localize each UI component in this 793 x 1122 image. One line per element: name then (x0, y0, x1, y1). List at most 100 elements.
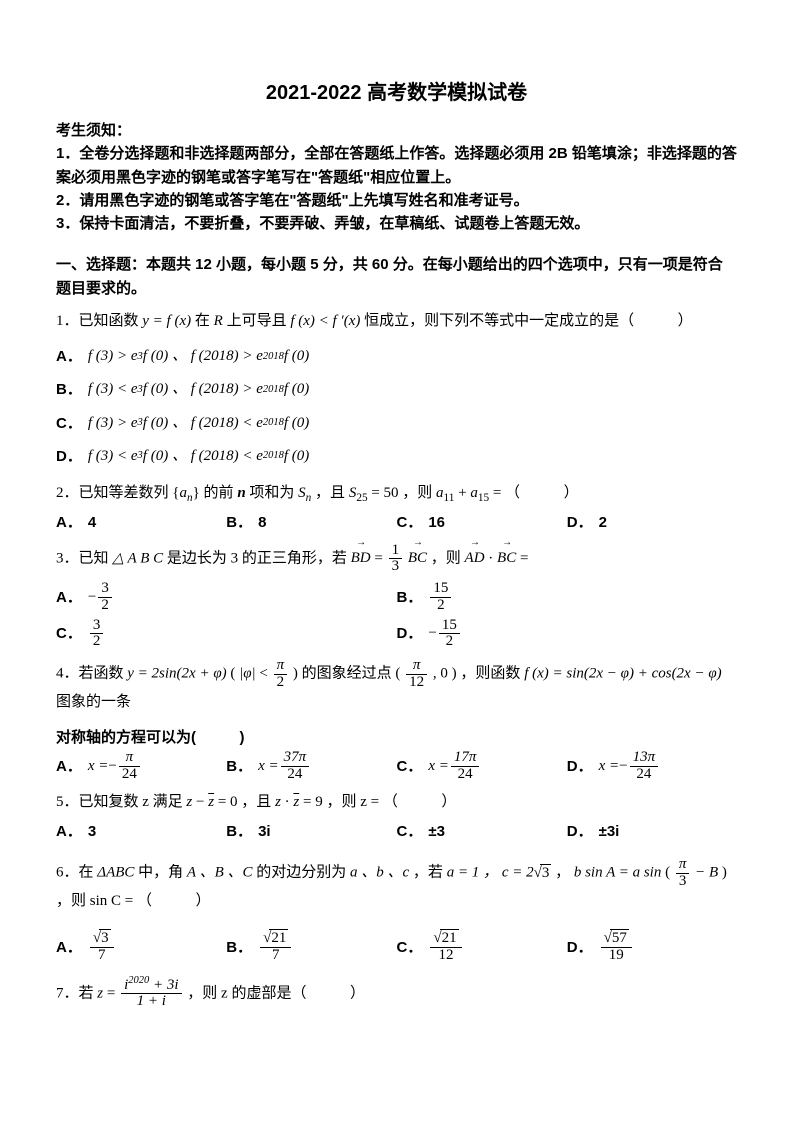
q6-b-sqrt: 21 (269, 929, 288, 946)
q6-a-frac: √3 7 (90, 931, 114, 964)
q2-t2: 的前 (204, 485, 238, 501)
q3-ad: AD (465, 545, 485, 570)
q2-c-val: 16 (428, 511, 445, 534)
opt-label-c: C． (397, 936, 423, 959)
opt-label-d: D． (56, 445, 82, 468)
opt-label-a: A． (56, 936, 82, 959)
q1-t1: 1．已知函数 (56, 313, 142, 329)
q3-stem: 3．已知 △ A B C 是边长为 3 的正三角形，若 BD = 13 BC ，… (56, 543, 737, 576)
instruction-3: 3．保持卡面清洁，不要折叠，不要弄破、弄皱，在草稿纸、试题卷上答题无效。 (56, 212, 737, 235)
q3-t3: ，则 (431, 550, 465, 566)
opt-label-d: D． (567, 820, 593, 843)
q1-c-part1: f (3) > e (88, 412, 138, 435)
frac-num: 17π (451, 750, 480, 766)
frac-den: 24 (451, 766, 480, 783)
q2-a15: a (470, 485, 478, 501)
q3-opt-d: D． − 152 (397, 618, 738, 651)
sqrt-icon: √21 (433, 931, 458, 947)
question-3: 3．已知 △ A B C 是边长为 3 的正三角形，若 BD = 13 BC ，… (56, 543, 737, 651)
q1-option-b-row: B． f (3) < e3 f (0) 、 f (2018) > e2018 f… (56, 378, 737, 401)
q3-eq2: = (520, 550, 528, 566)
q2-t4: ，且 (315, 485, 349, 501)
q4-xe-a: x = (88, 755, 109, 778)
q6-c: c = 2 (502, 865, 534, 881)
q4-t1: 4．若函数 (56, 666, 127, 682)
sqrt-icon: √3 (534, 862, 552, 885)
q4-c-frac: 17π24 (451, 750, 480, 783)
q5-d-val: ±3i (599, 820, 620, 843)
opt-label-d: D． (567, 936, 593, 959)
q3-bc2: BC (497, 545, 516, 570)
frac-num: π (274, 658, 288, 674)
q7-stem: 7．若 z = i2020 + 3i 1 + i ，则 z 的虚部是（ ） (56, 978, 737, 1011)
q6-opt-a: A． √3 7 (56, 931, 226, 964)
q6-stem: 6．在 ΔABC 中，角 A 、B 、C 的对边分别为 a 、b 、c ，若 a… (56, 857, 737, 913)
opt-label-b: B． (226, 820, 252, 843)
opt-label-c: C． (56, 412, 82, 435)
q6-d-sqrt: 57 (610, 929, 629, 946)
q2-opt-b: B．8 (226, 511, 396, 534)
q5-eq0: = 0 (218, 794, 238, 810)
q6-b-frac: √21 7 (260, 931, 291, 964)
q6-bsina: b sin A = a sin (574, 865, 662, 881)
frac-num: 1 (389, 543, 403, 559)
q5-end: ） (441, 794, 456, 810)
q1-c-part3: f (0) (284, 412, 309, 435)
q4-line2-text: 对称轴的方程可以为( (56, 729, 196, 746)
q6-t4: ，若 (413, 865, 447, 881)
frac-den: 7 (260, 947, 291, 964)
q2-stem: 2．已知等差数列 {an} 的前 n 项和为 Sn ，且 S25 = 50 ，则… (56, 482, 737, 505)
q6-rp: ) (722, 865, 727, 881)
question-5: 5．已知复数 z 满足 z − z = 0 ，且 z · z = 9 ，则 z … (56, 791, 737, 844)
q6-pi3: π3 (676, 857, 690, 890)
q3-a-frac: 32 (98, 581, 112, 614)
frac-num: 13π (630, 750, 659, 766)
frac-den: 2 (274, 674, 288, 691)
q7-eq: = (107, 985, 119, 1001)
q4-d-frac: 13π24 (630, 750, 659, 783)
q6-c-sqrt: 21 (440, 929, 459, 946)
q6-sqrt3: 3 (540, 864, 552, 881)
q4-opt-b: B． x = 37π24 (226, 750, 396, 783)
q5-opt-d: D． ±3i (567, 820, 737, 843)
q5-b-val: 3i (258, 820, 271, 843)
q6-mb: − B (695, 865, 718, 881)
q4-stem: 4．若函数 y = 2sin(2x + φ) ( |φ| < π2 ) 的图象经… (56, 658, 737, 714)
q1-option-d-row: D． f (3) < e3 f (0) 、 f (2018) < e2018 f… (56, 445, 737, 468)
question-2: 2．已知等差数列 {an} 的前 n 项和为 Sn ，且 S25 = 50 ，则… (56, 482, 737, 535)
q6-comma: ， (555, 865, 570, 881)
q3-dot: · (488, 550, 497, 566)
q1-fx: y = f (x) (142, 313, 191, 329)
opt-label-d: D． (567, 511, 593, 534)
q6-c-frac: √21 12 (430, 931, 461, 964)
q1-t4: 恒成立，则下列不等式中一定成立的是（ (364, 313, 634, 329)
q2-Sn: S (298, 485, 306, 501)
opt-label-b: B． (226, 511, 252, 534)
q4-ptr: ) (452, 666, 457, 682)
q5-zbar2: z (293, 794, 299, 810)
frac-den: 2 (439, 633, 460, 650)
q3-b-frac: 152 (430, 581, 451, 614)
frac-den: 12 (430, 947, 461, 964)
q4-xe-d: x = (599, 755, 620, 778)
q2-end: ） (564, 485, 579, 501)
q6-end: ） (195, 893, 210, 909)
frac-den: 3 (389, 558, 403, 575)
q2-opt-a: A．4 (56, 511, 226, 534)
q5-then: ，则 z = （ (326, 794, 397, 810)
q4-a-frac: π24 (119, 750, 140, 783)
q1-option-c-row: C． f (3) > e3 f (0) 、 f (2018) < e2018 f… (56, 412, 737, 435)
q4-opt-c: C． x = 17π24 (397, 750, 567, 783)
q4-xe-b: x = (258, 755, 279, 778)
q2-a11: a (436, 485, 444, 501)
frac-num: √21 (260, 931, 291, 947)
q6-lp: ( (665, 865, 670, 881)
q1-t3: 上可导且 (227, 313, 291, 329)
q3-opt-b: B． 152 (397, 581, 738, 614)
frac-den: 19 (601, 947, 632, 964)
q5-z1: z (186, 794, 192, 810)
q3-t1: 3．已知 (56, 550, 112, 566)
q4-opt-a: A． x = − π24 (56, 750, 226, 783)
frac-num: √21 (430, 931, 461, 947)
q5-opt-c: C．±3 (397, 820, 567, 843)
